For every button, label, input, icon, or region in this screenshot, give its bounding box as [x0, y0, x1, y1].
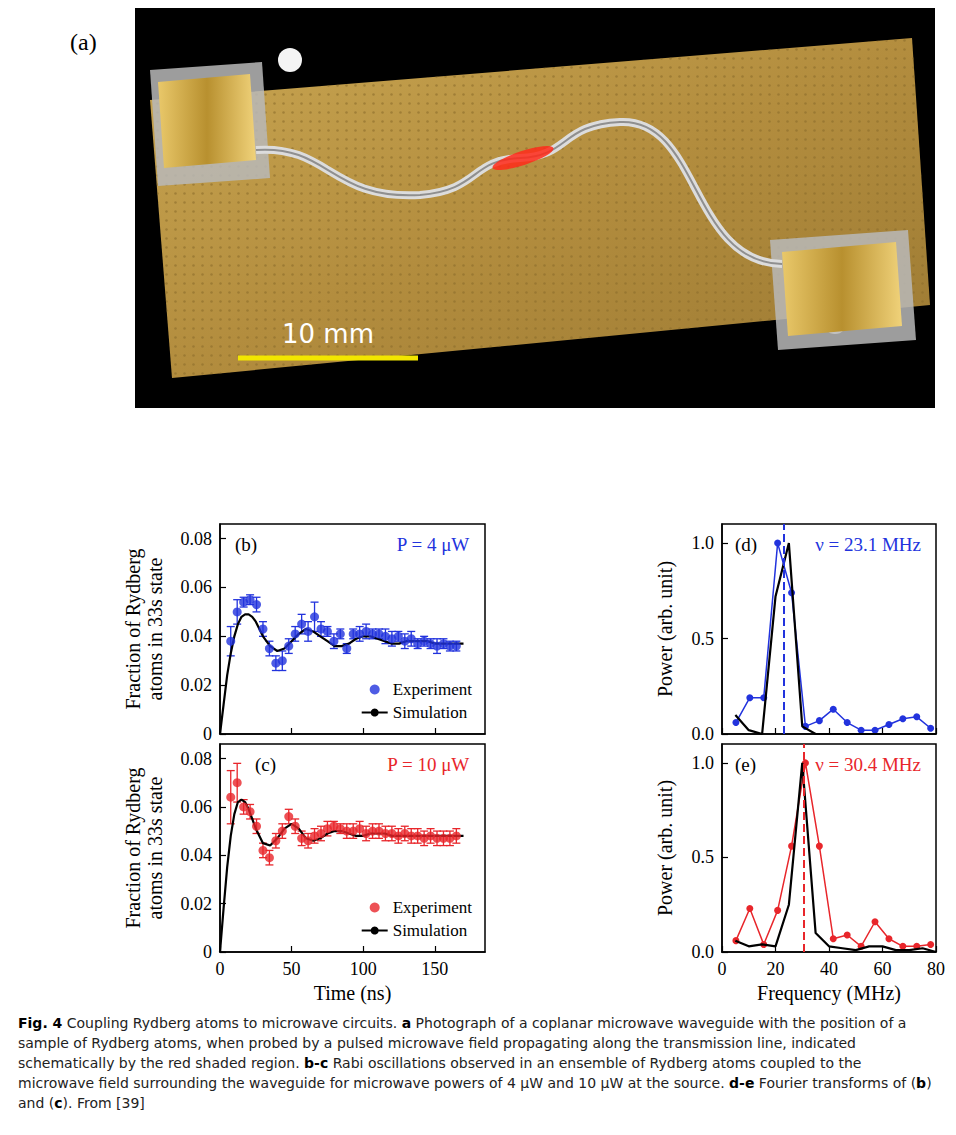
svg-text:Experiment: Experiment: [393, 680, 473, 699]
svg-text:20: 20: [767, 959, 785, 979]
svg-text:0.02: 0.02: [181, 675, 213, 695]
svg-text:10 mm: 10 mm: [282, 319, 374, 349]
svg-text:0.08: 0.08: [181, 529, 213, 549]
svg-text:0.04: 0.04: [181, 626, 213, 646]
svg-text:0: 0: [203, 724, 212, 744]
svg-text:0: 0: [203, 942, 212, 962]
svg-text:150: 150: [421, 959, 448, 979]
svg-text:0.08: 0.08: [181, 749, 213, 769]
svg-text:(b): (b): [235, 534, 257, 556]
svg-text:Fraction of Rydberg: Fraction of Rydberg: [122, 548, 145, 709]
svg-text:Time (ns): Time (ns): [314, 982, 392, 1005]
svg-text:1.0: 1.0: [692, 533, 715, 553]
svg-text:40: 40: [820, 959, 838, 979]
svg-text:(d): (d): [735, 534, 757, 556]
svg-text:ν = 30.4 MHz: ν = 30.4 MHz: [815, 754, 921, 775]
svg-text:0.02: 0.02: [181, 894, 213, 914]
svg-text:Power (arb. unit): Power (arb. unit): [654, 561, 677, 697]
svg-text:60: 60: [874, 959, 892, 979]
svg-text:0.06: 0.06: [181, 577, 213, 597]
svg-text:atoms in 33s state: atoms in 33s state: [144, 557, 166, 700]
svg-text:100: 100: [350, 959, 377, 979]
svg-text:0: 0: [216, 959, 225, 979]
svg-text:Simulation: Simulation: [393, 921, 468, 940]
svg-text:50: 50: [283, 959, 301, 979]
svg-text:P = 4 μW: P = 4 μW: [397, 534, 470, 555]
svg-text:Power (arb. unit): Power (arb. unit): [654, 780, 677, 916]
svg-text:(c): (c): [255, 754, 276, 776]
svg-text:0: 0: [718, 959, 727, 979]
svg-text:80: 80: [927, 959, 945, 979]
svg-text:0.04: 0.04: [181, 845, 213, 865]
svg-text:0.5: 0.5: [692, 847, 715, 867]
svg-text:P = 10 μW: P = 10 μW: [387, 754, 469, 775]
html-text:Fig. 4 Coupling Rydberg atoms: Fig. 4 Coupling Rydberg atoms to microwa…: [18, 1015, 932, 1111]
svg-text:Frequency (MHz): Frequency (MHz): [757, 982, 901, 1005]
svg-text:1.0: 1.0: [692, 753, 715, 773]
svg-text:(e): (e): [735, 754, 756, 776]
svg-text:Experiment: Experiment: [393, 898, 473, 917]
svg-text:Simulation: Simulation: [393, 703, 468, 722]
svg-text:Fraction of Rydberg: Fraction of Rydberg: [122, 767, 145, 928]
svg-text:atoms in 33s state: atoms in 33s state: [144, 776, 166, 919]
svg-text:(a): (a): [70, 29, 97, 55]
svg-text:0.5: 0.5: [692, 629, 715, 649]
svg-text:0.06: 0.06: [181, 797, 213, 817]
svg-text:0.0: 0.0: [692, 942, 715, 962]
svg-text:ν = 23.1 MHz: ν = 23.1 MHz: [815, 534, 921, 555]
svg-text:0.0: 0.0: [692, 724, 715, 744]
